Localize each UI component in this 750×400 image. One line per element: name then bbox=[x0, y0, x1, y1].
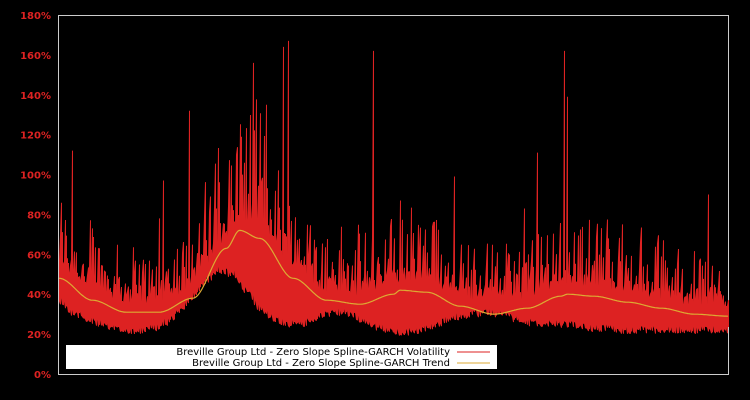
legend-label-trend: Breville Group Ltd - Zero Slope Spline-G… bbox=[192, 358, 450, 369]
y-tick-label: 160% bbox=[20, 51, 51, 62]
y-tick-label: 0% bbox=[34, 370, 51, 381]
y-tick-label: 20% bbox=[27, 330, 51, 341]
plot-frame bbox=[58, 15, 729, 375]
volatility-band bbox=[59, 40, 728, 336]
y-tick-label: 40% bbox=[27, 290, 51, 301]
legend: Breville Group Ltd - Zero Slope Spline-G… bbox=[66, 345, 497, 369]
y-tick-label: 180% bbox=[20, 11, 51, 22]
y-tick-label: 80% bbox=[27, 210, 51, 221]
plot-area bbox=[59, 40, 729, 336]
y-tick-label: 120% bbox=[20, 131, 51, 142]
legend-box bbox=[66, 345, 497, 369]
y-tick-label: 100% bbox=[20, 171, 51, 182]
y-tick-label: 140% bbox=[20, 91, 51, 102]
legend-label-volatility: Breville Group Ltd - Zero Slope Spline-G… bbox=[176, 347, 450, 358]
y-axis: 0% 20% 40% 60% 80% 100% 120% 140% 160% 180% bbox=[20, 11, 51, 381]
trend-series bbox=[59, 229, 728, 317]
y-tick-label: 60% bbox=[27, 250, 51, 261]
